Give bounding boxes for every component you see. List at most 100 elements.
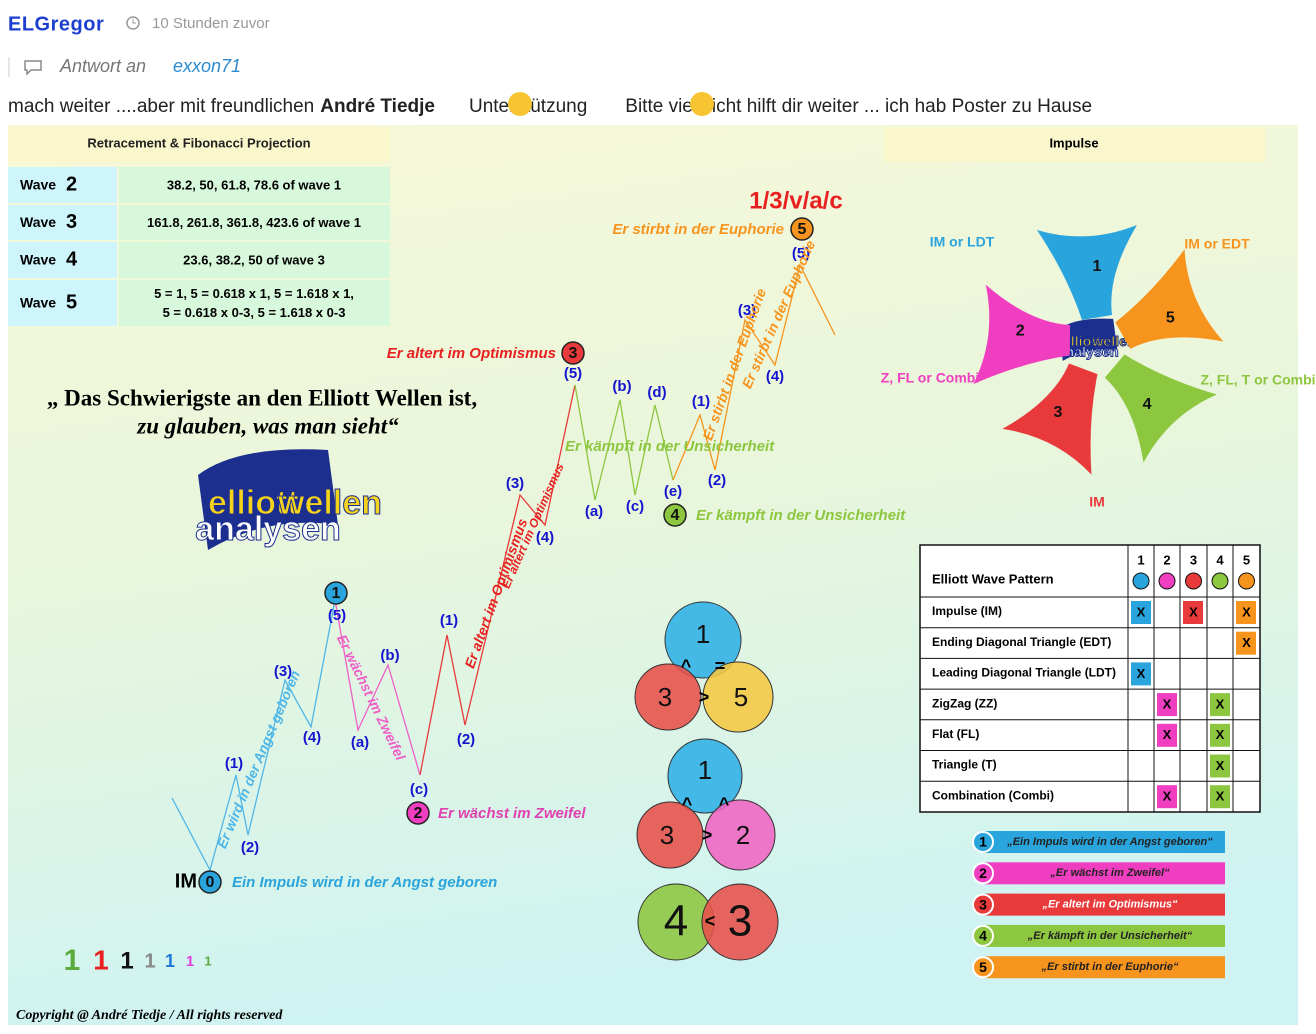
- pattern-row-name: ZigZag (ZZ): [932, 696, 997, 710]
- star-blade: [1104, 354, 1217, 463]
- pattern-x: X: [1189, 604, 1198, 619]
- clock-hand: [132, 19, 136, 24]
- digit: 1: [120, 947, 133, 974]
- pattern-col-dot: [1238, 572, 1255, 590]
- pattern-cell: [1210, 723, 1230, 747]
- pattern-cell: [1183, 601, 1203, 624]
- legend-num: 3: [979, 896, 987, 912]
- fib-label-cell: [8, 280, 117, 326]
- wave-line: [171, 599, 336, 872]
- star-num: 1: [1093, 258, 1102, 275]
- wave-line: [574, 384, 674, 501]
- wave-caption: Er stirbt in der Euphorie: [612, 221, 784, 238]
- star-blade: [973, 284, 1071, 385]
- wave-point: [198, 870, 222, 894]
- venn-num: 3: [658, 682, 672, 712]
- wave-line: [672, 263, 836, 481]
- fib-title-bg: [8, 127, 390, 162]
- wave-caption: Er wächst im Zweifel: [438, 805, 586, 822]
- fib-text: 5 = 1, 5 = 0.618 x 1, 5 = 1.618 x 1,: [154, 286, 354, 301]
- wave-label: (c): [410, 781, 428, 798]
- clock-icon: [126, 16, 140, 30]
- fib-wave-num: 4: [66, 248, 78, 270]
- fib-value-cell: [119, 280, 390, 326]
- fib-label-cell: [8, 167, 117, 203]
- pattern-x: X: [1137, 604, 1146, 619]
- pattern-x: X: [1242, 604, 1251, 619]
- digit: 1: [186, 953, 194, 970]
- fib-label-cell: [8, 205, 117, 240]
- fib-wave-num: 3: [66, 211, 77, 233]
- wave-point: [663, 503, 687, 527]
- copyright: Copyright @ André Tiedje / All rights re…: [16, 1008, 283, 1023]
- venn-num: 5: [734, 682, 748, 712]
- wave-line: [419, 384, 576, 776]
- venn-circle: [701, 883, 779, 961]
- legend-box: [985, 924, 1225, 947]
- fib-wave-num: 5: [66, 291, 77, 313]
- logo-text: elliott: [1063, 334, 1101, 350]
- star-label: IM or EDT: [1184, 236, 1250, 252]
- pattern-col: 2: [1163, 552, 1170, 567]
- start-label: IM: [175, 870, 197, 892]
- pattern-cell: [1131, 662, 1151, 686]
- fib-value-cell: [119, 205, 390, 240]
- legend-box: [985, 956, 1225, 979]
- top-label: 1/3/v/a/c: [749, 187, 842, 214]
- pattern-x: X: [1163, 727, 1172, 742]
- wave-label: (2): [457, 731, 475, 748]
- body-text: mach weiter ....aber mit freundlichen: [8, 96, 314, 117]
- venn-sign: ^: [719, 794, 730, 814]
- wave-point: [324, 581, 348, 605]
- star-label: Z, FL or Combi: [881, 370, 980, 386]
- reply-to[interactable]: exxon71: [173, 56, 241, 76]
- wave-caption: Ein Impuls wird in der Angst geboren: [232, 874, 497, 891]
- venn-sign: >: [702, 825, 713, 845]
- venn-num: 1: [696, 619, 710, 649]
- pattern-x: X: [1216, 697, 1225, 712]
- body-text: Bitte vielleicht hilft dir weiter ... ic…: [625, 96, 1092, 117]
- venn-num: 4: [664, 897, 688, 946]
- wave-label: (5): [792, 245, 810, 262]
- pattern-cell: [1236, 631, 1256, 655]
- body-text: André Tiedje: [320, 96, 435, 117]
- fib-wave: Wave: [20, 177, 56, 193]
- digit: 1: [64, 944, 81, 977]
- pattern-row-name: Flat (FL): [932, 727, 979, 741]
- impulse-title-bg: [884, 127, 1265, 162]
- legend-dot: [972, 862, 994, 885]
- wave-point: [561, 341, 585, 365]
- logo-text: elliott: [208, 484, 299, 522]
- pattern-col: 5: [1243, 552, 1250, 567]
- author[interactable]: ELGregor: [8, 13, 104, 35]
- venn-circle: [704, 799, 776, 871]
- fib-wave: Wave: [20, 252, 56, 268]
- digit: 1: [144, 950, 155, 972]
- wave-label: (c): [626, 498, 644, 515]
- fib-text: 38.2, 50, 61.8, 78.6 of wave 1: [167, 177, 341, 192]
- digit: 1: [93, 944, 109, 975]
- fib-text: 161.8, 261.8, 361.8, 423.6 of wave 1: [147, 215, 361, 230]
- wave-label: (4): [536, 529, 554, 546]
- pattern-col: 4: [1216, 552, 1224, 567]
- legend-text: „Er stirbt in der Euphorie“: [1041, 961, 1179, 973]
- legend-num: 5: [979, 959, 987, 975]
- legend-text: „Er altert im Optimismus“: [1041, 899, 1178, 911]
- wave-label: (b): [612, 378, 631, 395]
- emoji: [690, 92, 714, 116]
- pattern-x: X: [1216, 727, 1225, 742]
- quote: zu glauben, was man sieht“: [136, 413, 399, 438]
- venn-num: 3: [660, 820, 674, 850]
- wave-label: (2): [708, 472, 726, 489]
- wave-label: (1): [440, 612, 458, 629]
- pattern-col-dot: [1185, 572, 1202, 590]
- venn-sign: ^: [682, 794, 693, 814]
- timestamp: 10 Stunden zuvor: [152, 15, 270, 32]
- fib-wave: Wave: [20, 214, 56, 230]
- pattern-x: X: [1163, 697, 1172, 712]
- star-num: 3: [1054, 404, 1063, 421]
- star-num: 2: [1016, 323, 1025, 340]
- pattern-col: 3: [1190, 552, 1197, 567]
- legend-box: [985, 831, 1225, 853]
- wave-label: (5): [328, 607, 346, 624]
